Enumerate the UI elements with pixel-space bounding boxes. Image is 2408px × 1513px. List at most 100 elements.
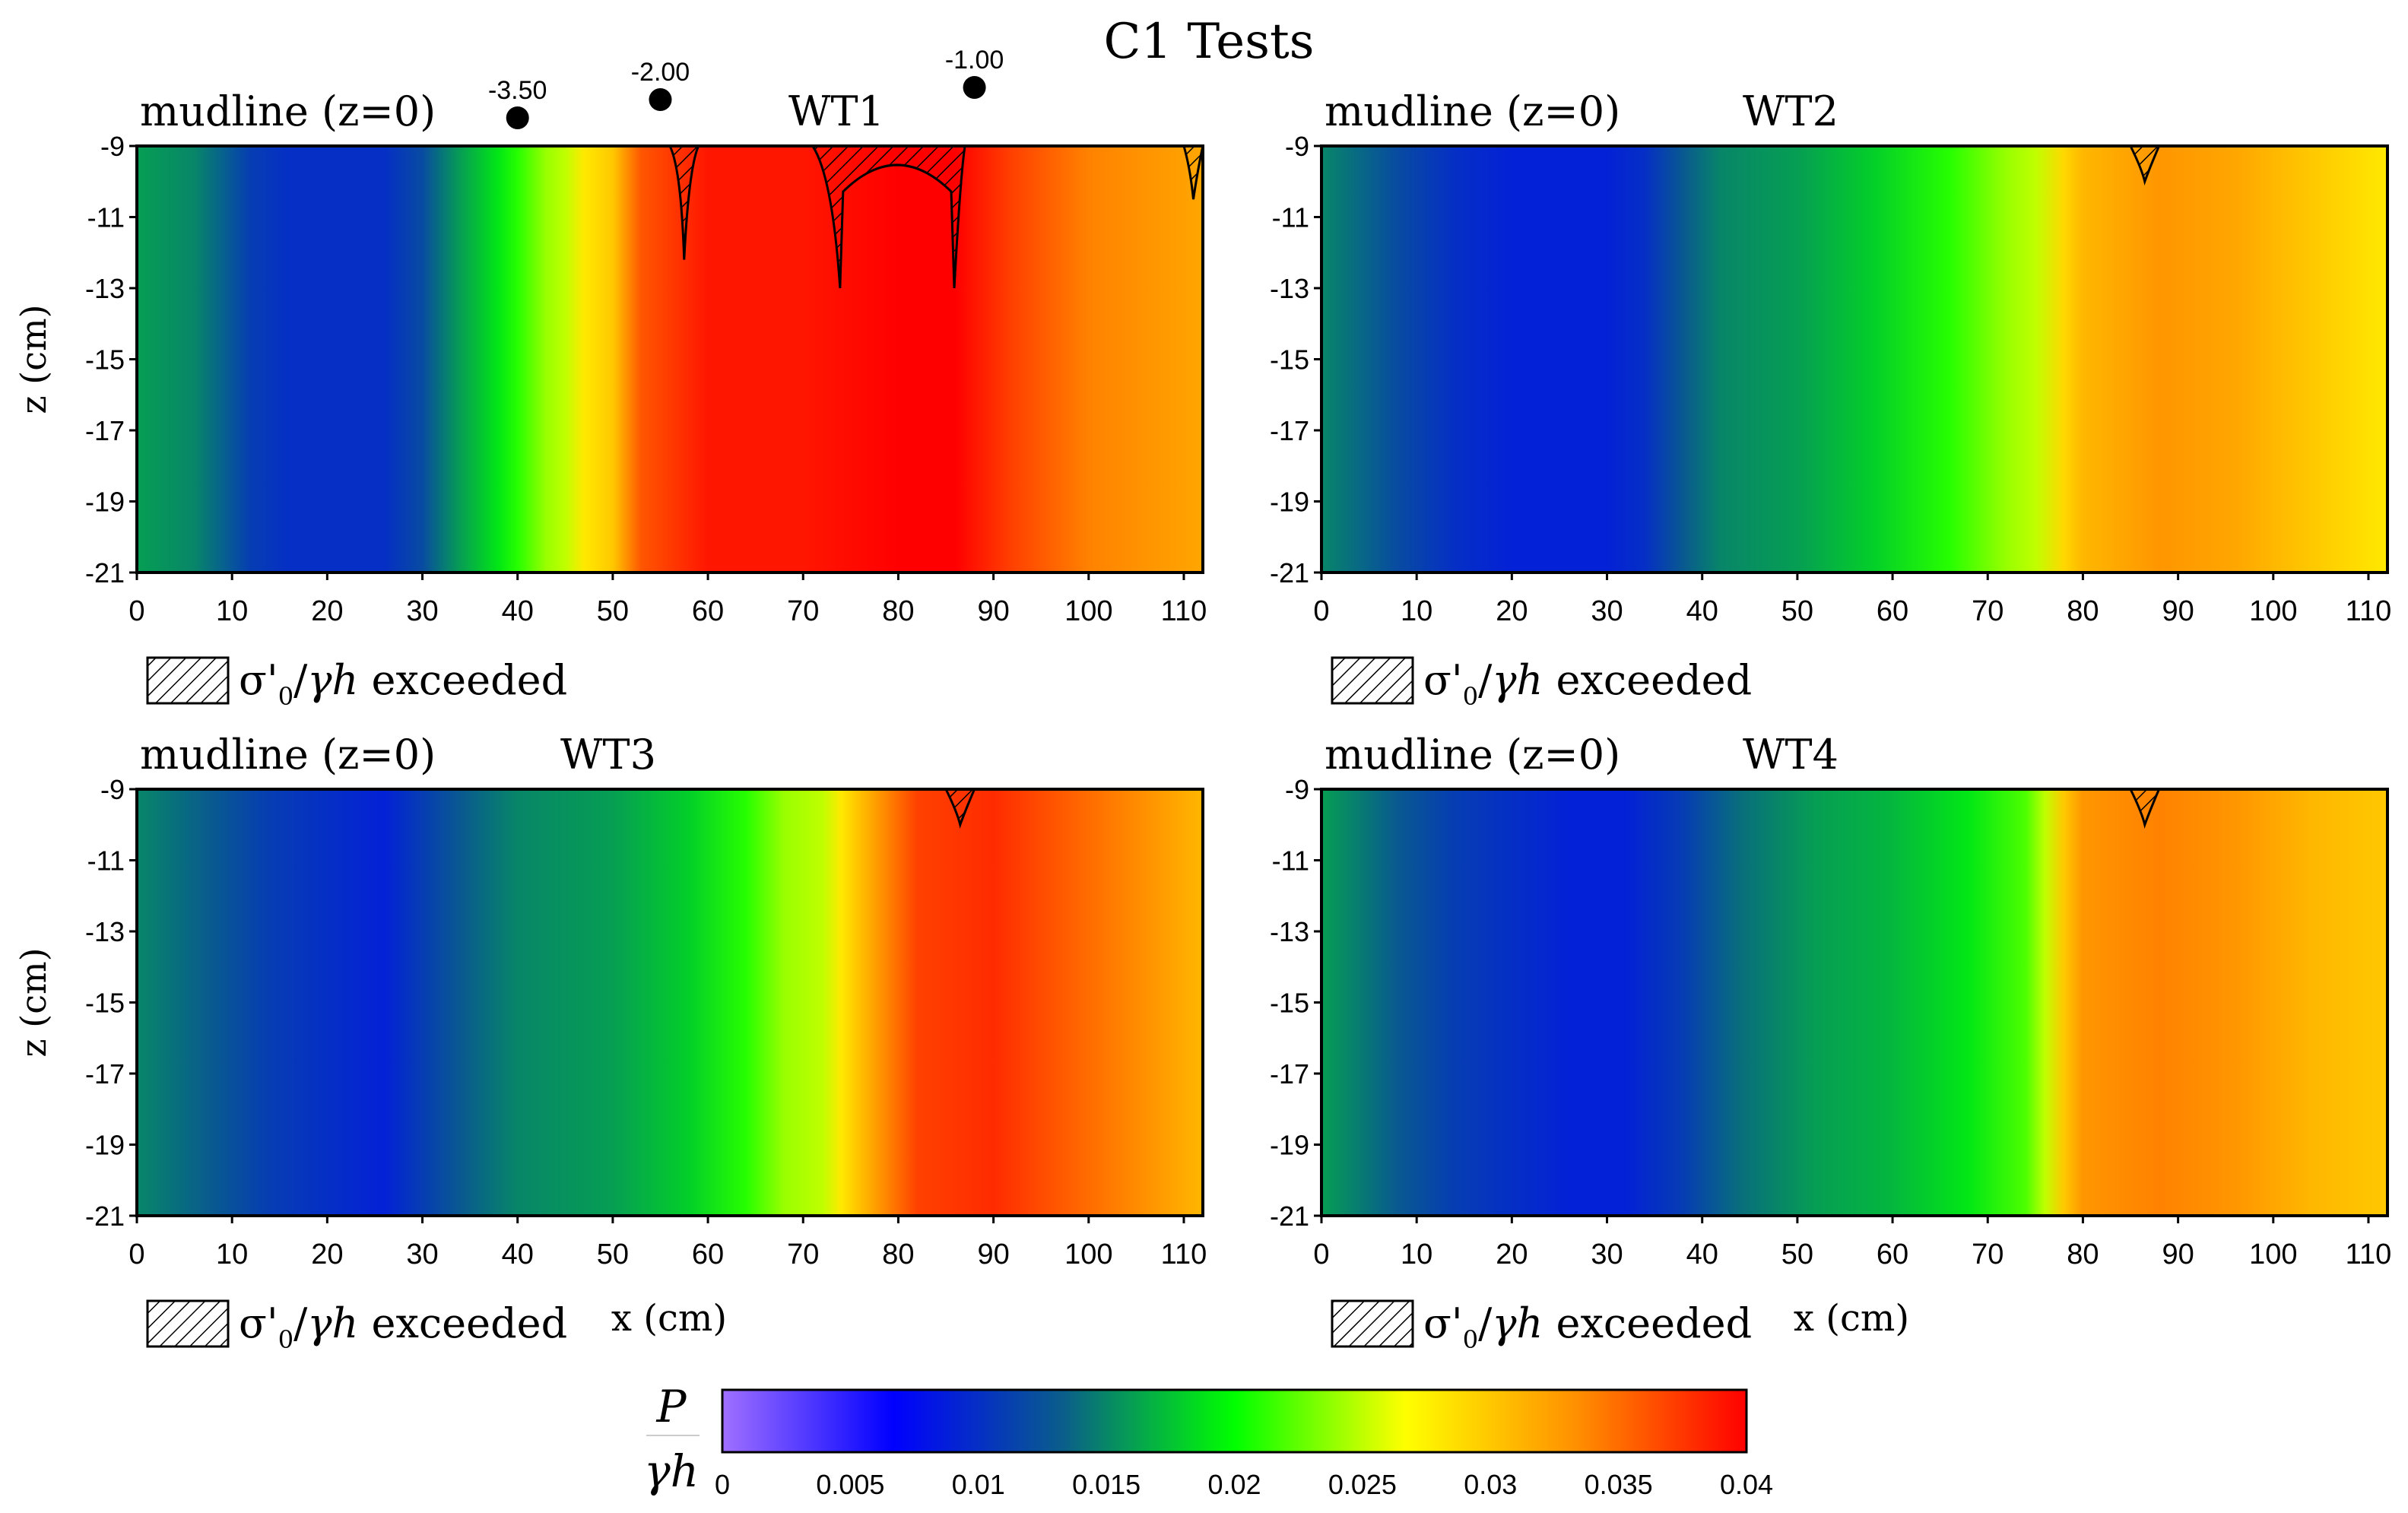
y-tick-label: -17 bbox=[85, 415, 125, 446]
exceeded-region bbox=[2128, 144, 2161, 186]
y-tick-label: -11 bbox=[1272, 202, 1309, 233]
y-tick-label: -9 bbox=[100, 131, 125, 162]
x-tick-label: 50 bbox=[1781, 1239, 1813, 1270]
y-tick-label: -21 bbox=[1270, 557, 1309, 588]
x-tick-label: 110 bbox=[2346, 1239, 2392, 1270]
x-tick-label: 70 bbox=[1972, 595, 2003, 627]
mudline-label: mudline (z=0) bbox=[1325, 731, 1620, 779]
x-tick-label: 80 bbox=[2067, 595, 2099, 627]
x-tick-label: 100 bbox=[2249, 595, 2297, 627]
figure-title: C1 Tests bbox=[1103, 14, 1314, 70]
y-tick-label: -9 bbox=[1285, 774, 1309, 805]
x-tick-label: 20 bbox=[311, 1239, 343, 1270]
hatch-legend-label: σ'0/γh exceeded bbox=[1423, 656, 1752, 711]
panel-title: WT1 bbox=[788, 87, 884, 135]
x-tick-label: 30 bbox=[406, 1239, 438, 1270]
y-tick-label: -17 bbox=[1270, 1058, 1309, 1090]
y-tick-label: -15 bbox=[1270, 988, 1309, 1019]
x-tick-label: 60 bbox=[1877, 1239, 1908, 1270]
hatch-legend-label: σ'0/γh exceeded bbox=[239, 656, 567, 711]
x-tick-label: 100 bbox=[1064, 1239, 1112, 1270]
x-tick-label: 20 bbox=[1496, 595, 1528, 627]
y-tick-label: -9 bbox=[1285, 131, 1309, 162]
y-tick-label: -15 bbox=[85, 344, 125, 376]
x-tick-label: 0 bbox=[128, 595, 144, 627]
y-axis-label: z (cm) bbox=[13, 947, 54, 1057]
marker-label: -2.00 bbox=[631, 58, 690, 87]
x-tick-label: 80 bbox=[2067, 1239, 2099, 1270]
colorbar-tick-label: 0.035 bbox=[1585, 1469, 1653, 1500]
colorbar-tick-label: 0 bbox=[715, 1469, 730, 1500]
y-tick-label: -19 bbox=[1270, 487, 1309, 518]
exceeded-region bbox=[811, 144, 966, 289]
x-tick-label: 70 bbox=[1972, 1239, 2003, 1270]
x-tick-label: 30 bbox=[1591, 595, 1623, 627]
y-axis-label: z (cm) bbox=[13, 304, 54, 414]
panel-wt3: -9 -11 -13 -15 -17 -19 -210 10 20 30 40 50 60 70 80 90 1… bbox=[13, 731, 1207, 1354]
x-tick-label: 60 bbox=[692, 595, 724, 627]
x-tick-label: 30 bbox=[406, 595, 438, 627]
y-tick-label: -13 bbox=[1270, 273, 1309, 304]
x-tick-label: 100 bbox=[1064, 595, 1112, 627]
hatch-legend-label: σ'0/γh exceeded bbox=[1423, 1299, 1752, 1354]
y-tick-label: -15 bbox=[1270, 344, 1309, 376]
heatmap-field bbox=[1321, 789, 2387, 1216]
hatch-legend-swatch bbox=[146, 1299, 230, 1348]
x-tick-label: 110 bbox=[1161, 595, 1207, 627]
x-tick-label: 0 bbox=[128, 1239, 144, 1270]
panel-title: WT4 bbox=[1743, 731, 1839, 779]
exceeded-region bbox=[668, 144, 700, 260]
y-tick-label: -19 bbox=[85, 487, 125, 518]
panels: -9-11-13-15-17-19-210 10 20 30 40 50 60 70 80 90 1… bbox=[13, 46, 2391, 1354]
x-tick-label: 110 bbox=[1161, 1239, 1207, 1270]
heatmap-field bbox=[137, 789, 1203, 1216]
x-tick-label: 10 bbox=[1401, 1239, 1432, 1270]
y-tick-label: -9 bbox=[100, 774, 125, 805]
x-tick-label: 40 bbox=[502, 595, 534, 627]
mudline-label: mudline (z=0) bbox=[140, 731, 436, 779]
colorbar-tick-label: 0.03 bbox=[1464, 1469, 1517, 1500]
x-tick-label: 70 bbox=[787, 1239, 819, 1270]
x-tick-label: 90 bbox=[977, 595, 1009, 627]
y-tick-label: -17 bbox=[85, 1058, 125, 1090]
y-tick-label: -11 bbox=[87, 845, 125, 877]
heatmap-field bbox=[137, 146, 1203, 573]
x-tick-label: 50 bbox=[1781, 595, 1813, 627]
x-tick-label: 30 bbox=[1591, 1239, 1623, 1270]
hatch-legend-swatch bbox=[146, 656, 230, 705]
marker-dot bbox=[963, 76, 986, 99]
y-tick-label: -19 bbox=[85, 1130, 125, 1161]
x-axis-label-right: x (cm) bbox=[1794, 1297, 1909, 1340]
colorbar-tick-label: 0.005 bbox=[816, 1469, 884, 1500]
y-tick-label: -21 bbox=[1270, 1201, 1309, 1232]
y-tick-label: -11 bbox=[87, 202, 125, 233]
x-tick-label: 40 bbox=[1686, 595, 1718, 627]
x-tick-label: 40 bbox=[502, 1239, 534, 1270]
x-tick-label: 110 bbox=[2346, 595, 2392, 627]
marker-label: -3.50 bbox=[488, 76, 547, 105]
x-tick-label: 0 bbox=[1313, 1239, 1329, 1270]
x-tick-label: 60 bbox=[1877, 595, 1908, 627]
panel-title: WT3 bbox=[560, 731, 656, 779]
colorbar-tick-label: 0.01 bbox=[952, 1469, 1005, 1500]
exceeded-region bbox=[944, 788, 976, 829]
x-tick-label: 10 bbox=[216, 595, 248, 627]
x-tick-label: 20 bbox=[1496, 1239, 1528, 1270]
marker-label: -1.00 bbox=[945, 46, 1004, 75]
x-tick-label: 10 bbox=[1401, 595, 1432, 627]
y-tick-label: -13 bbox=[85, 273, 125, 304]
hatch-legend-label: σ'0/γh exceeded bbox=[239, 1299, 567, 1354]
heatmap-field bbox=[1321, 146, 2387, 573]
y-tick-label: -21 bbox=[85, 557, 125, 588]
colorbar-tick-label: 0.015 bbox=[1072, 1469, 1141, 1500]
y-tick-label: -21 bbox=[85, 1201, 125, 1232]
x-tick-label: 80 bbox=[882, 1239, 914, 1270]
colorbar-tick-label: 0.04 bbox=[1720, 1469, 1773, 1500]
colorbar-tick-label: 0.02 bbox=[1207, 1469, 1261, 1500]
y-tick-label: -11 bbox=[1272, 845, 1309, 877]
mudline-label: mudline (z=0) bbox=[140, 87, 436, 135]
panel-wt1: -9 -11 -13 -15 -17 -19 -210 10 20 30 40 50 60 70 80 90 1… bbox=[13, 46, 1207, 711]
y-tick-label: -13 bbox=[85, 916, 125, 947]
colorbar-tick-label: 0.025 bbox=[1328, 1469, 1397, 1500]
